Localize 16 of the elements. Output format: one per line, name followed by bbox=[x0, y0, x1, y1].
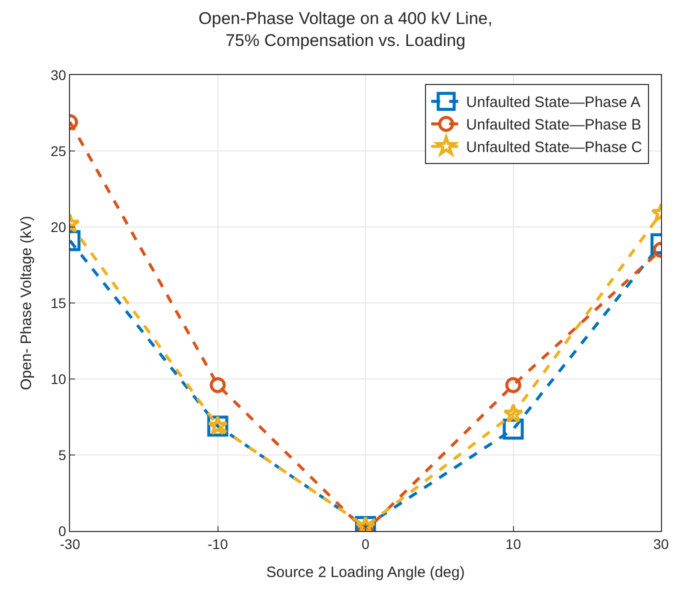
y-tick-label: 30 bbox=[50, 66, 66, 83]
legend-label: Unfaulted State—Phase C bbox=[466, 139, 642, 156]
y-tick-label: 5 bbox=[58, 446, 66, 463]
y-axis-title: Open- Phase Voltage (kV) bbox=[18, 216, 35, 390]
x-tick-label: 30 bbox=[653, 536, 669, 552]
x-tick-label: 10 bbox=[505, 536, 522, 552]
chart-title: Open-Phase Voltage on a 400 kV Line, 75% Compensation vs. Loading bbox=[198, 8, 492, 50]
x-axis-title: Source 2 Loading Angle (deg) bbox=[266, 564, 465, 581]
legend-label: Unfaulted State—Phase B bbox=[466, 116, 642, 134]
legend-label: Unfaulted State—Phase A bbox=[466, 94, 640, 112]
x-tick-label: 0 bbox=[362, 536, 370, 552]
y-tick-label: 25 bbox=[50, 142, 66, 159]
y-tick-label: 15 bbox=[50, 294, 66, 311]
y-tick-label: 20 bbox=[50, 218, 66, 235]
x-tick-label: -10 bbox=[208, 536, 228, 552]
y-tick-label: 10 bbox=[50, 370, 66, 387]
